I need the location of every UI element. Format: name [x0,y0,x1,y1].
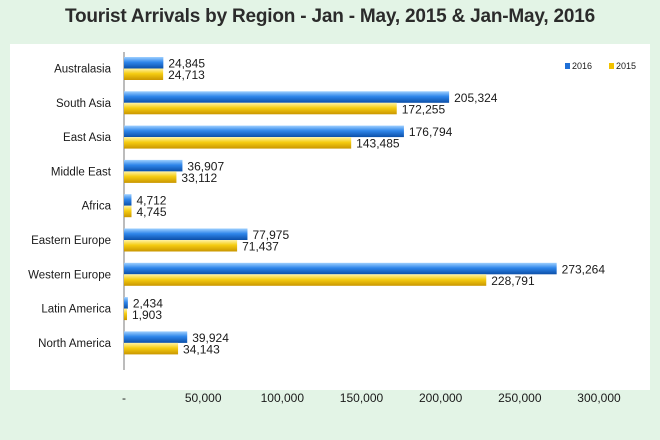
bar-2016-latin-america [124,297,128,309]
value-label-2016-middle-east: 36,907 [187,159,224,173]
value-label-2016-latin-america: 2,434 [133,297,163,311]
bar-2015-latin-america [124,308,128,321]
bar-2015-middle-east [124,171,177,183]
category-label-eastern-europe: Eastern Europe [31,235,111,247]
value-label-2015-south-asia: 172,255 [402,102,446,116]
x-tick-label-4: 200,000 [419,391,463,405]
bar-2016-middle-east [124,159,183,172]
legend-label-2015: 2015 [616,61,636,71]
x-tick-label-1: 50,000 [185,391,222,405]
bar-2015-eastern-europe [124,240,238,252]
value-label-2016-western-europe: 273,264 [562,262,606,276]
value-label-2015-western-europe: 228,791 [491,274,535,288]
value-label-2016-south-asia: 205,324 [454,91,498,105]
value-label-2015-latin-america: 1,903 [132,308,162,322]
value-label-2015-north-america: 34,143 [183,342,220,356]
bar-2016-eastern-europe [124,228,248,240]
bar-2016-south-asia [124,91,450,103]
bar-2015-south-asia [124,102,397,115]
x-tick-label-6: 300,000 [577,391,621,405]
x-tick-label-0: - [122,391,126,405]
bar-2016-north-america [124,331,188,343]
value-label-2016-eastern-europe: 77,975 [252,228,289,242]
value-label-2016-east-asia: 176,794 [409,125,453,139]
bar-2016-africa [124,194,132,206]
category-label-africa: Africa [82,201,112,213]
value-label-2015-middle-east: 33,112 [181,171,217,185]
legend-label-2016: 2016 [572,61,592,71]
bar-2016-western-europe [124,262,557,275]
value-label-2015-east-asia: 143,485 [356,137,400,151]
legend-swatch-2016 [565,63,570,69]
value-label-2016-australasia: 24,845 [168,57,205,71]
x-tick-label-5: 250,000 [498,391,542,405]
bar-2016-east-asia [124,125,404,138]
category-label-middle-east: Middle East [51,166,112,178]
bar-2015-australasia [124,68,164,80]
category-label-south-asia: South Asia [56,98,112,110]
bar-2015-africa [124,205,132,218]
value-label-2015-eastern-europe: 71,437 [242,240,279,254]
value-label-2015-australasia: 24,713 [168,68,205,82]
category-label-australasia: Australasia [54,64,111,76]
value-label-2016-north-america: 39,924 [192,331,229,345]
value-label-2015-africa: 4,745 [137,205,167,219]
bar-2015-north-america [124,342,179,355]
value-label-2016-africa: 4,712 [136,194,166,208]
bar-2015-western-europe [124,274,487,286]
category-label-east-asia: East Asia [63,132,112,144]
category-label-latin-america: Latin America [41,304,111,316]
x-tick-label-3: 150,000 [340,391,384,405]
chart-title: Tourist Arrivals by Region - Jan - May, … [64,6,596,27]
legend-swatch-2015 [609,63,614,69]
x-tick-label-2: 100,000 [261,391,305,405]
category-label-north-america: North America [38,338,111,350]
bar-2016-australasia [124,57,164,69]
category-label-western-europe: Western Europe [28,269,111,281]
bar-2015-east-asia [124,137,352,149]
